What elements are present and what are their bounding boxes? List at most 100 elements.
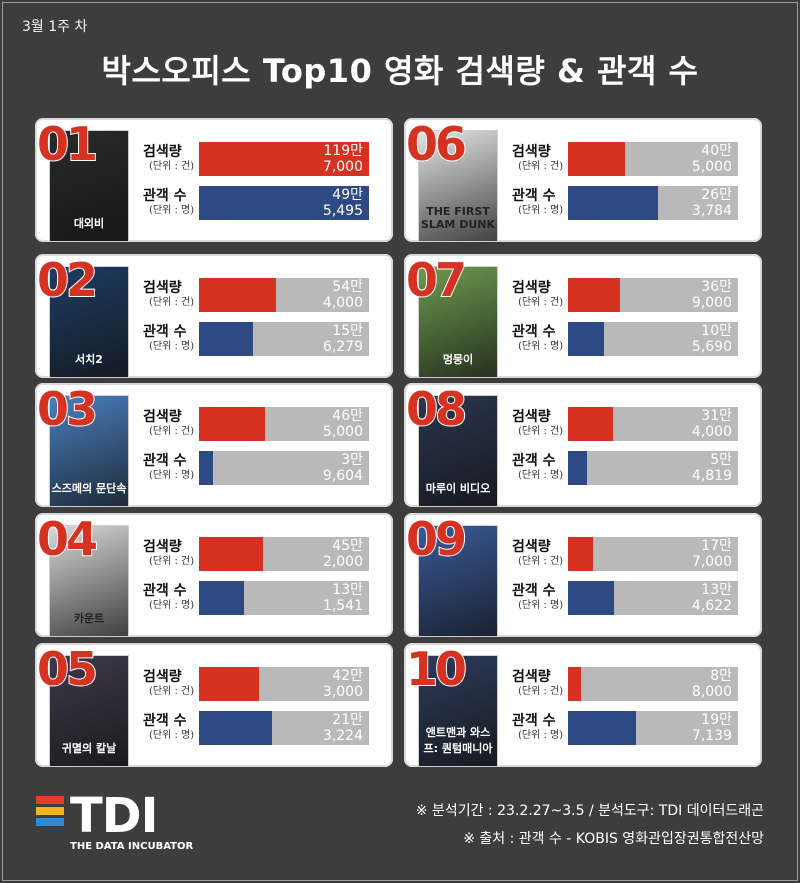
aud-label: 관객 수 (단위 : 명) bbox=[143, 712, 207, 742]
search-value: 17만 7,000 bbox=[692, 538, 732, 570]
aud-value: 5만 4,819 bbox=[692, 452, 732, 484]
search-label-main: 검색량 bbox=[512, 144, 551, 160]
aud-label-main: 관객 수 bbox=[143, 188, 187, 204]
search-bar-track: 45만 2,000 bbox=[199, 537, 369, 571]
search-label-main: 검색량 bbox=[143, 669, 182, 685]
logo-stripes-icon bbox=[36, 796, 64, 829]
aud-bar-track: 5만 4,819 bbox=[568, 451, 738, 485]
aud-label-unit: (단위 : 명) bbox=[149, 341, 195, 352]
search-bar bbox=[199, 537, 264, 571]
aud-value-line2: 4,819 bbox=[691, 468, 732, 484]
search-label-unit: (단위 : 건) bbox=[518, 297, 564, 308]
search-bar bbox=[568, 537, 594, 571]
aud-label-main: 관객 수 bbox=[512, 188, 556, 204]
aud-bar-track: 15만 6,279 bbox=[199, 322, 369, 356]
search-value-line2: 4,000 bbox=[322, 295, 363, 311]
search-value-line2: 2,000 bbox=[322, 554, 363, 570]
search-value: 54만 4,000 bbox=[323, 279, 363, 311]
search-label: 검색량 (단위 : 건) bbox=[512, 279, 576, 309]
aud-value-line2: 3,224 bbox=[322, 728, 363, 744]
search-label-main: 검색량 bbox=[512, 539, 551, 555]
aud-value-line1: 21만 bbox=[332, 712, 363, 728]
search-label-unit: (단위 : 건) bbox=[518, 426, 564, 437]
aud-label-unit: (단위 : 명) bbox=[518, 341, 564, 352]
aud-label-unit: (단위 : 명) bbox=[149, 470, 195, 481]
aud-label-main: 관객 수 bbox=[512, 324, 556, 340]
aud-value-line1: 13만 bbox=[332, 582, 363, 598]
rank-number: 03 bbox=[36, 382, 99, 436]
search-bar bbox=[568, 278, 621, 312]
movie-poster: 앤트맨과 와스프: 퀀텀매니아 bbox=[418, 655, 498, 767]
search-label: 검색량 (단위 : 건) bbox=[512, 408, 576, 438]
rank-number: 09 bbox=[405, 512, 468, 566]
aud-label: 관객 수 (단위 : 명) bbox=[512, 323, 576, 353]
rank-number: 04 bbox=[36, 512, 99, 566]
search-bar bbox=[568, 667, 581, 701]
aud-label: 관객 수 (단위 : 명) bbox=[512, 187, 576, 217]
search-value-line2: 7,000 bbox=[322, 159, 363, 175]
aud-bar-track: 10만 5,690 bbox=[568, 322, 738, 356]
search-label: 검색량 (단위 : 건) bbox=[512, 538, 576, 568]
aud-bar bbox=[199, 322, 253, 356]
aud-bar bbox=[199, 711, 273, 745]
aud-value-line1: 10만 bbox=[701, 323, 732, 339]
search-label: 검색량 (단위 : 건) bbox=[143, 408, 207, 438]
search-bar bbox=[199, 407, 266, 441]
aud-bar bbox=[568, 322, 605, 356]
aud-value: 3만 9,604 bbox=[323, 452, 363, 484]
poster-title: 멍뭉이 bbox=[442, 353, 474, 366]
search-label-unit: (단위 : 건) bbox=[518, 556, 564, 567]
search-bar-track: 119만 7,000 bbox=[199, 142, 369, 176]
aud-value-line2: 5,495 bbox=[322, 203, 363, 219]
aud-value: 49만 5,495 bbox=[323, 187, 363, 219]
aud-value-line1: 26만 bbox=[701, 187, 732, 203]
poster-title: 마루이 비디오 bbox=[425, 482, 491, 495]
search-label: 검색량 (단위 : 건) bbox=[143, 143, 207, 173]
aud-bar bbox=[568, 581, 615, 615]
search-label: 검색량 (단위 : 건) bbox=[143, 538, 207, 568]
search-value-line1: 8만 bbox=[710, 668, 732, 684]
movie-card: 서치2 02 검색량 (단위 : 건) 54만 4,000 관객 수 (단위 : 명) 15만 6… bbox=[35, 254, 393, 378]
aud-bar-track: 49만 5,495 bbox=[199, 186, 369, 220]
poster-title: 카운트 bbox=[73, 612, 105, 625]
search-value-line1: 36만 bbox=[701, 279, 732, 295]
search-value: 8만 8,000 bbox=[692, 668, 732, 700]
search-value-line2: 9,000 bbox=[691, 295, 732, 311]
movie-card: 마루이 비디오 08 검색량 (단위 : 건) 31만 4,000 관객 수 (단위 : 명)… bbox=[404, 383, 762, 507]
aud-label: 관객 수 (단위 : 명) bbox=[512, 582, 576, 612]
search-bar-track: 36만 9,000 bbox=[568, 278, 738, 312]
aud-label-main: 관객 수 bbox=[512, 713, 556, 729]
aud-label: 관객 수 (단위 : 명) bbox=[512, 452, 576, 482]
search-bar-track: 17만 7,000 bbox=[568, 537, 738, 571]
search-label-unit: (단위 : 건) bbox=[149, 426, 195, 437]
search-bar-track: 31만 4,000 bbox=[568, 407, 738, 441]
search-bar-track: 40만 5,000 bbox=[568, 142, 738, 176]
search-label-main: 검색량 bbox=[512, 409, 551, 425]
rank-number: 07 bbox=[405, 253, 468, 307]
search-label: 검색량 (단위 : 건) bbox=[143, 279, 207, 309]
aud-value-line1: 15만 bbox=[332, 323, 363, 339]
search-bar bbox=[568, 142, 626, 176]
search-value-line1: 31만 bbox=[701, 408, 732, 424]
week-label: 3월 1주 차 bbox=[22, 19, 88, 35]
aud-value-line2: 3,784 bbox=[691, 203, 732, 219]
search-bar bbox=[199, 278, 277, 312]
movie-poster: 카운트 bbox=[49, 525, 129, 637]
movie-poster: 귀멸의 칼날 bbox=[49, 655, 129, 767]
aud-value-line2: 4,622 bbox=[691, 598, 732, 614]
search-label: 검색량 (단위 : 건) bbox=[512, 143, 576, 173]
source-note: ※ 출처 : 관객 수 - KOBIS 영화관입장권통합전산망 bbox=[463, 831, 764, 847]
aud-label: 관객 수 (단위 : 명) bbox=[143, 452, 207, 482]
aud-label-unit: (단위 : 명) bbox=[518, 730, 564, 741]
search-label: 검색량 (단위 : 건) bbox=[512, 668, 576, 698]
search-value-line1: 17만 bbox=[701, 538, 732, 554]
search-value: 119만 7,000 bbox=[323, 143, 363, 175]
movie-poster: 멍뭉이 bbox=[418, 266, 498, 378]
aud-value: 21만 3,224 bbox=[323, 712, 363, 744]
aud-value-line1: 19만 bbox=[701, 712, 732, 728]
movie-card: 멍뭉이 07 검색량 (단위 : 건) 36만 9,000 관객 수 (단위 : 명) 10만 5… bbox=[404, 254, 762, 378]
search-label-unit: (단위 : 건) bbox=[518, 161, 564, 172]
analysis-note: ※ 분석기간 : 23.2.27~3.5 / 분석도구: TDI 데이터드래곤 bbox=[415, 803, 764, 819]
aud-value-line2: 7,139 bbox=[691, 728, 732, 744]
